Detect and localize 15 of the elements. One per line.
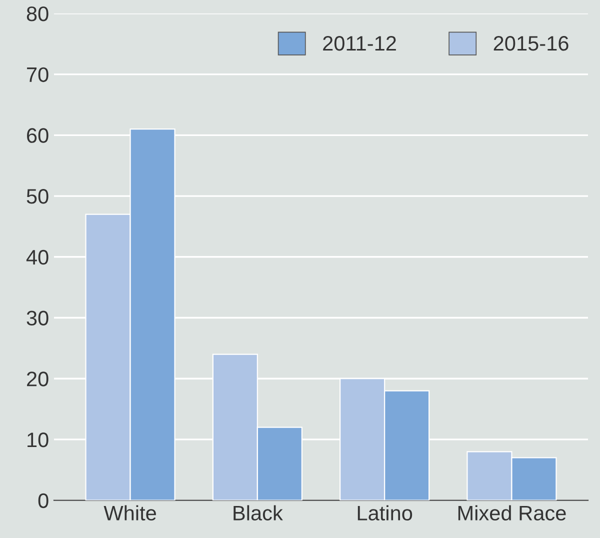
y-tick-label: 80	[26, 6, 48, 22]
x-tick-label: Latino	[358, 505, 412, 521]
y-tick-label: 40	[26, 250, 48, 265]
y-tick-label: 10	[28, 432, 48, 448]
y-tick-label: 20	[27, 372, 48, 386]
x-tick-label: White	[104, 505, 156, 521]
legend-label: 2015-16	[494, 36, 568, 51]
x-tick-label: Black	[234, 505, 283, 521]
y-tick-label: 70	[27, 67, 48, 82]
y-tick-label: 50	[26, 189, 48, 204]
y-tick-label: 30	[26, 310, 48, 326]
x-tick-label: Mixed Race	[458, 505, 566, 521]
y-tick-label: 0	[38, 493, 48, 508]
y-tick-label: 60	[27, 128, 48, 143]
legend-label: 2011-12	[323, 36, 396, 51]
